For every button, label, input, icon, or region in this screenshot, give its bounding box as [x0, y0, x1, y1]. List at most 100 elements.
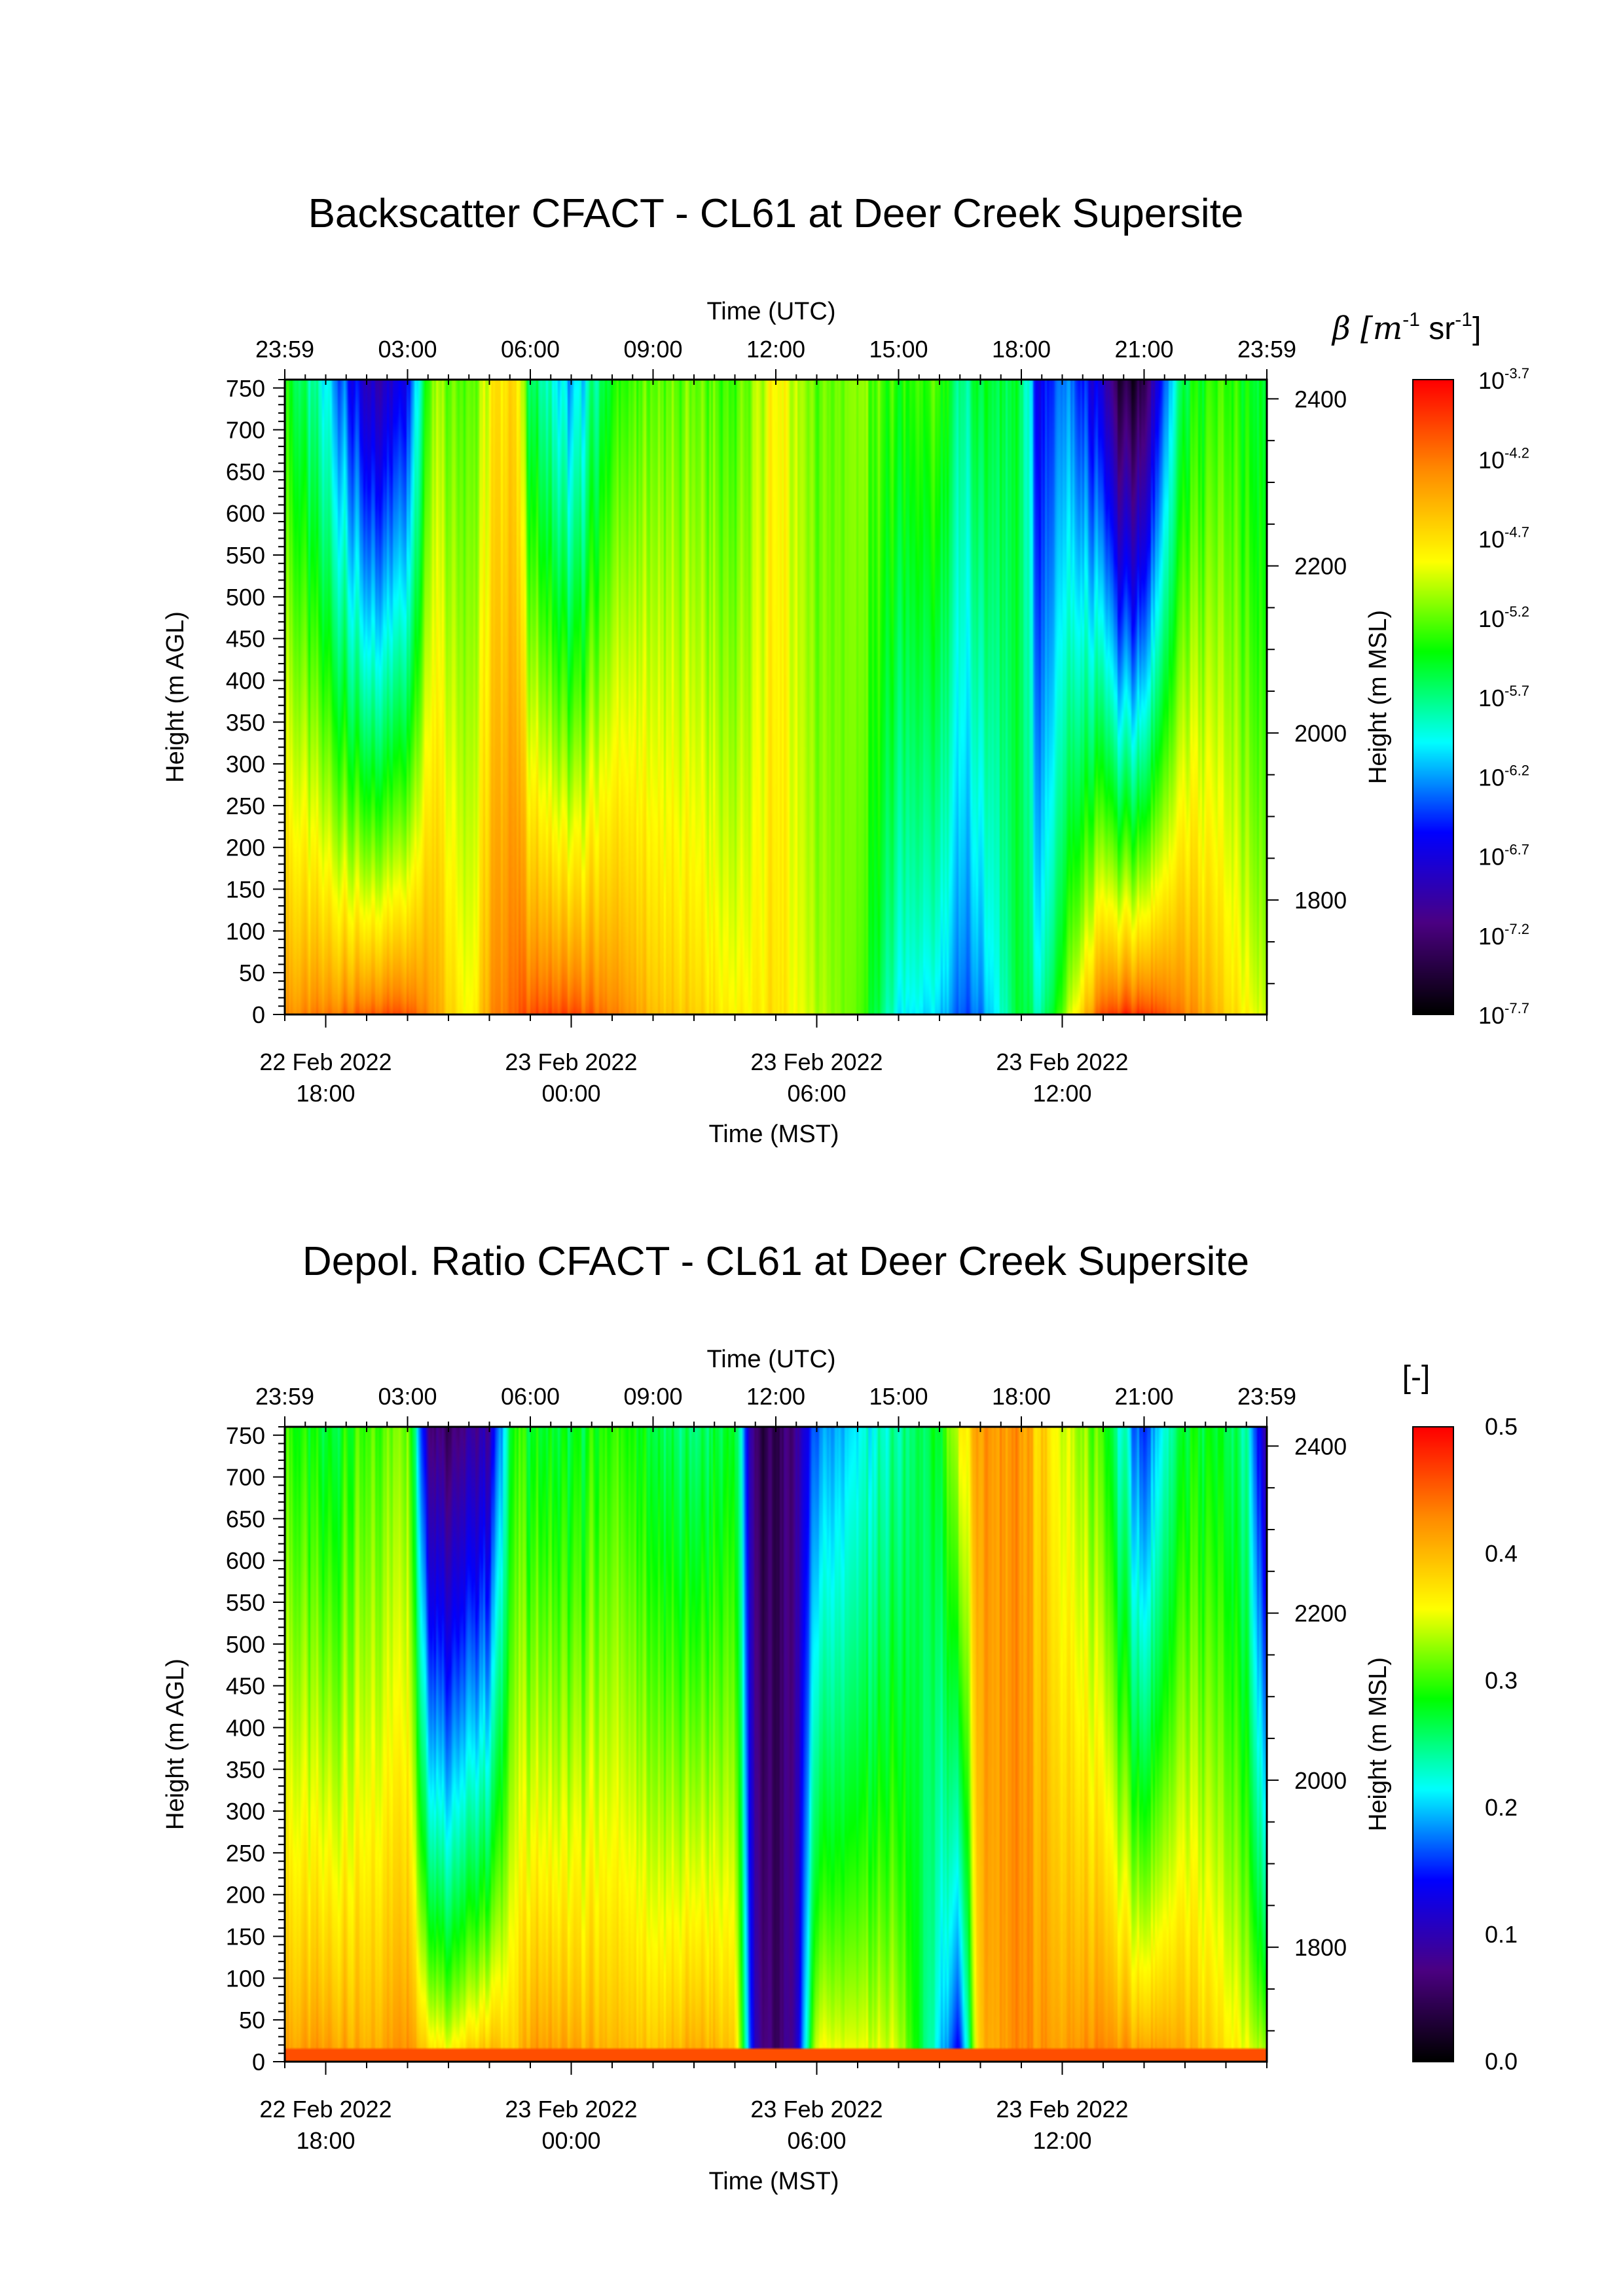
backscatter-right-axis-label: Height (m MSL) — [1364, 610, 1392, 784]
right-tick-label: 2400 — [1294, 1433, 1347, 1460]
right-tick-label: 1800 — [1294, 887, 1347, 914]
depol-bottom-axis-label: Time (MST) — [708, 2168, 839, 2195]
right-tick-label: 2200 — [1294, 553, 1347, 580]
colorbar-tick-label: 10-7.7 — [1478, 1000, 1529, 1029]
bottom-tick-time: 18:00 — [296, 1080, 355, 1107]
colorbar-tick-label: 0.2 — [1485, 1794, 1518, 1821]
top-tick-label: 09:00 — [623, 1383, 682, 1410]
bottom-tick-date: 23 Feb 2022 — [505, 1049, 637, 1075]
backscatter-top-axis-label: Time (UTC) — [707, 298, 836, 325]
top-tick-label: 03:00 — [378, 336, 437, 363]
backscatter-colorbar-tick-labels: 10-3.7 10-4.2 10-4.7 10-5.2 10-5.7 10-6.2 10-6… — [1478, 365, 1529, 1029]
top-tick-label: 21:00 — [1114, 1383, 1173, 1410]
backscatter-bottom-axis-label: Time (MST) — [708, 1121, 839, 1148]
backscatter-panel: Backscatter CFACT - CL61 at Deer Creek S… — [162, 191, 1529, 1148]
depol-colorbar — [1413, 1427, 1453, 2062]
top-tick-label: 15:00 — [869, 1383, 928, 1410]
backscatter-left-axis-label: Height (m AGL) — [162, 611, 189, 783]
top-tick-label: 03:00 — [378, 1383, 437, 1410]
top-tick-label: 23:59 — [1237, 336, 1296, 363]
left-tick-label: 600 — [226, 1547, 265, 1574]
backscatter-colorbar — [1413, 380, 1453, 1014]
left-tick-label: 500 — [226, 584, 265, 611]
colorbar-tick-label: 0.0 — [1485, 2048, 1518, 2075]
left-tick-label: 150 — [226, 1924, 265, 1950]
right-tick-label: 1800 — [1294, 1934, 1347, 1961]
left-tick-label: 700 — [226, 417, 265, 444]
top-tick-label: 23:59 — [255, 336, 314, 363]
left-tick-label: 300 — [226, 751, 265, 778]
left-tick-label: 650 — [226, 1505, 265, 1532]
left-tick-label: 350 — [226, 1756, 265, 1783]
depol-axis-ticks — [273, 1416, 1279, 2075]
bottom-tick-date: 23 Feb 2022 — [996, 1049, 1128, 1075]
top-tick-label: 06:00 — [501, 1383, 560, 1410]
left-tick-label: 0 — [252, 1001, 265, 1028]
colorbar-tick-label: 0.1 — [1485, 1921, 1518, 1948]
colorbar-tick-label: 10-6.2 — [1478, 762, 1529, 791]
top-tick-label: 12:00 — [746, 336, 805, 363]
depol-top-axis-label: Time (UTC) — [707, 1346, 836, 1373]
backscatter-right-tick-labels: 1800 2000 2200 2400 — [1294, 386, 1347, 914]
depol-left-tick-labels: 0 50 100 150 200 250 300 350 400 450 500 550 600 650 7… — [226, 1422, 265, 2075]
colorbar-tick-label: 10-7.2 — [1478, 921, 1529, 950]
right-tick-label: 2400 — [1294, 386, 1347, 412]
top-tick-label: 23:59 — [1237, 1383, 1296, 1410]
left-tick-label: 450 — [226, 626, 265, 653]
depol-right-axis-label: Height (m MSL) — [1364, 1657, 1392, 1831]
depol-right-tick-labels: 1800 2000 2200 2400 — [1294, 1433, 1347, 1961]
left-tick-label: 400 — [226, 1714, 265, 1741]
bottom-tick-time: 06:00 — [787, 1080, 846, 1107]
top-tick-label: 21:00 — [1114, 336, 1173, 363]
depol-title: Depol. Ratio CFACT - CL61 at Deer Creek … — [302, 1239, 1249, 1284]
bottom-tick-date: 22 Feb 2022 — [259, 1049, 392, 1075]
top-tick-label: 09:00 — [623, 336, 682, 363]
colorbar-tick-label: 0.3 — [1485, 1667, 1518, 1694]
left-tick-label: 550 — [226, 542, 265, 569]
right-tick-label: 2000 — [1294, 1767, 1347, 1794]
left-tick-label: 200 — [226, 1882, 265, 1909]
bottom-tick-date: 23 Feb 2022 — [750, 2096, 883, 2123]
backscatter-plot-area — [283, 378, 1268, 1016]
left-tick-label: 100 — [226, 1965, 265, 1992]
colorbar-tick-label: 10-5.7 — [1478, 683, 1529, 711]
top-tick-label: 15:00 — [869, 336, 928, 363]
bottom-tick-date: 23 Feb 2022 — [505, 2096, 637, 2123]
left-tick-label: 700 — [226, 1464, 265, 1491]
bottom-tick-date: 22 Feb 2022 — [259, 2096, 392, 2123]
colorbar-tick-label: 10-4.2 — [1478, 444, 1529, 473]
bottom-tick-time: 12:00 — [1032, 2127, 1091, 2154]
depol-plot-area — [283, 1426, 1268, 2063]
backscatter-left-tick-labels: 0 50 100 150 200 250 300 350 400 450 500 550 600 650 7… — [226, 375, 265, 1028]
bottom-tick-time: 00:00 — [541, 1080, 600, 1107]
depol-left-axis-label: Height (m AGL) — [162, 1659, 189, 1830]
left-tick-label: 0 — [252, 2049, 265, 2075]
colorbar-tick-label: 0.5 — [1485, 1413, 1518, 1440]
top-tick-label: 12:00 — [746, 1383, 805, 1410]
left-tick-label: 50 — [239, 2007, 265, 2034]
left-tick-label: 300 — [226, 1798, 265, 1825]
bottom-tick-time: 18:00 — [296, 2127, 355, 2154]
depol-colorbar-title: [-] — [1402, 1360, 1431, 1395]
depol-heatmap — [285, 1427, 1267, 2062]
left-tick-label: 150 — [226, 876, 265, 903]
left-tick-label: 750 — [226, 1422, 265, 1449]
depol-panel: Depol. Ratio CFACT - CL61 at Deer Creek … — [162, 1239, 1518, 2195]
left-tick-label: 100 — [226, 918, 265, 944]
backscatter-top-tick-labels: 23:59 03:00 06:00 09:00 12:00 15:00 18:00 21:00… — [255, 336, 1296, 363]
colorbar-tick-label: 10-4.7 — [1478, 524, 1529, 553]
depol-colorbar-frame — [1412, 1426, 1454, 2062]
colorbar-tick-label: 10-3.7 — [1478, 365, 1529, 394]
left-tick-label: 450 — [226, 1673, 265, 1700]
right-tick-label: 2200 — [1294, 1600, 1347, 1627]
depol-colorbar-tick-labels: 0.5 0.4 0.3 0.2 0.1 0.0 — [1485, 1413, 1518, 2075]
backscatter-axis-ticks — [273, 369, 1279, 1028]
top-tick-label: 18:00 — [992, 1383, 1051, 1410]
bottom-tick-time: 00:00 — [541, 2127, 600, 2154]
bottom-tick-date: 23 Feb 2022 — [750, 1049, 883, 1075]
colorbar-tick-label: 10-5.2 — [1478, 603, 1529, 632]
left-tick-label: 250 — [226, 1840, 265, 1867]
left-tick-label: 350 — [226, 709, 265, 736]
left-tick-label: 750 — [226, 375, 265, 402]
